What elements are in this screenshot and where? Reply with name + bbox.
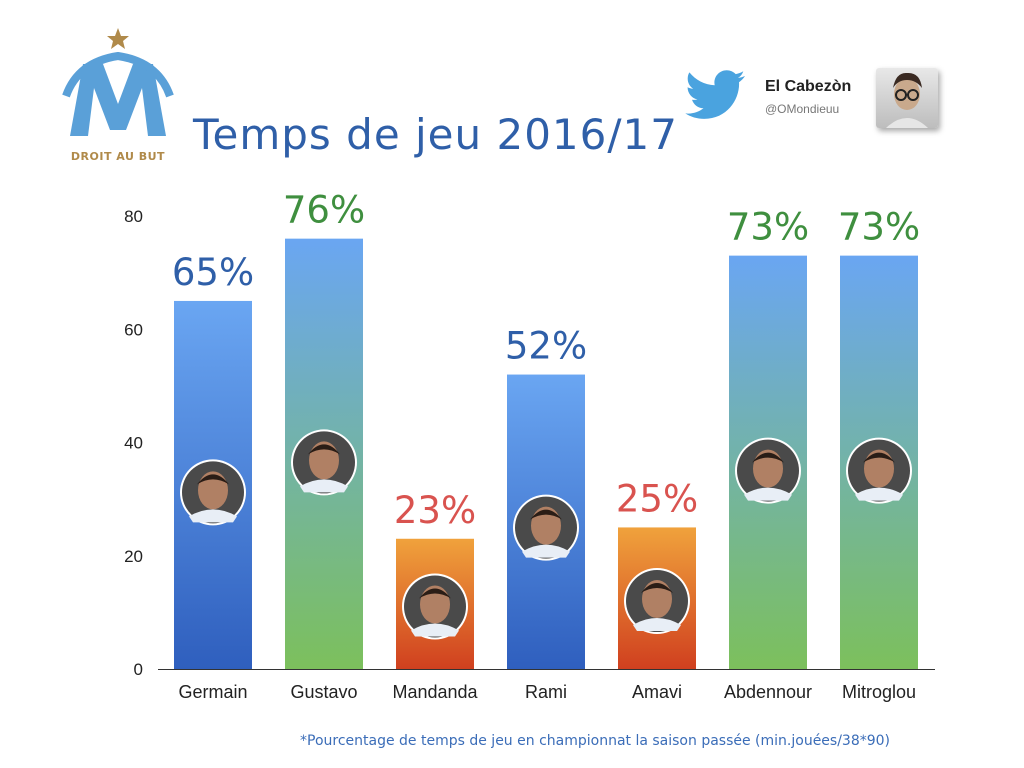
data-label: 52% <box>505 325 587 368</box>
footnote: *Pourcentage de temps de jeu en champion… <box>300 733 891 749</box>
data-label: 65% <box>172 251 254 294</box>
data-label: 73% <box>727 206 809 249</box>
player-avatar-amavi <box>624 568 690 635</box>
data-label: 23% <box>394 489 476 532</box>
x-tick-label: Mitroglou <box>842 682 916 702</box>
star-icon <box>107 28 129 49</box>
x-tick-label: Mandanda <box>392 682 478 702</box>
chart-title: Temps de jeu 2016/17 <box>193 110 678 159</box>
author-avatar <box>876 68 938 128</box>
player-avatar-abdennour <box>735 437 801 504</box>
author-name: El Cabezòn <box>765 78 852 95</box>
player-avatar-mitroglou <box>846 437 912 504</box>
player-avatar-rami <box>513 494 579 561</box>
x-tick-label: Abdennour <box>724 682 812 702</box>
y-tick-label: 40 <box>124 434 143 453</box>
data-label: 76% <box>283 189 365 232</box>
x-tick-label: Gustavo <box>290 682 357 702</box>
player-avatar-gustavo <box>291 429 357 496</box>
club-logo <box>62 28 174 136</box>
x-tick-label: Rami <box>525 682 567 702</box>
author-handle: @OMondieuu <box>765 102 840 116</box>
player-avatar-mandanda <box>402 573 468 640</box>
x-tick-label: Amavi <box>632 682 682 702</box>
x-tick-label: Germain <box>178 682 247 702</box>
y-tick-label: 60 <box>124 320 143 339</box>
logo-text: DROIT AU BUT <box>70 150 166 163</box>
y-tick-label: 80 <box>124 207 143 226</box>
y-tick-label: 0 <box>134 660 143 679</box>
player-avatar-germain <box>180 459 246 526</box>
twitter-bird-icon <box>685 70 745 119</box>
y-tick-label: 20 <box>124 547 143 566</box>
data-label: 25% <box>616 477 698 520</box>
data-label: 73% <box>838 206 920 249</box>
